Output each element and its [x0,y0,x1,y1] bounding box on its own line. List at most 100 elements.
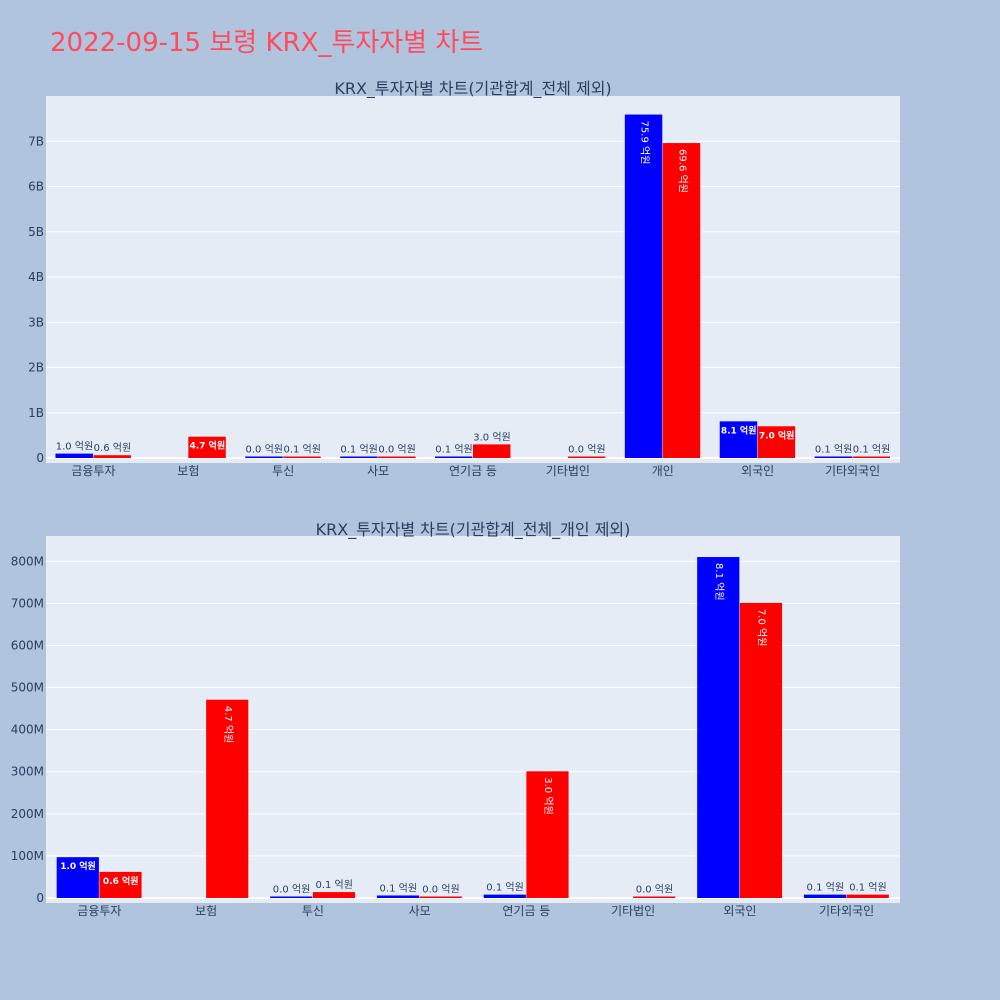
chart-1: KRX_투자자별 차트(기관합계_전체 제외) 0 1B 2B 3B 4B 5B 6B 7B 금융… [28,79,900,478]
y-tick-label: 100M [11,849,44,863]
bar [852,456,891,458]
data-label: 0.0 억원 [246,444,283,456]
data-label: 0.6 억원 [103,875,139,887]
data-label: 0.1 억원 [486,882,523,894]
data-label: 0.0 억원 [568,444,605,456]
bar [55,453,93,458]
bar [376,895,420,898]
y-tick-label: 200M [11,807,44,821]
y-tick-label: 800M [11,554,44,568]
bar [340,456,378,458]
y-tick-label: 6B [28,180,44,194]
bar [633,896,676,898]
page-title: 2022-09-15 보령 KRX_투자자별 차트 [50,28,484,58]
x-tick-label: 사모 [409,904,431,918]
y-tick-label: 0 [36,451,44,465]
data-label: 7.0 억원 [756,609,768,646]
bar [846,894,889,898]
y-tick-label: 500M [11,681,44,695]
bar [697,557,740,898]
plot-area [46,96,900,463]
data-label: 0.1 억원 [283,444,320,456]
data-label: 0.1 억원 [807,882,844,894]
y-tick-label: 1B [28,406,44,420]
y-tick-label: 4B [28,270,44,284]
data-label: 7.0 억원 [759,429,795,441]
y-tick-label: 400M [11,723,44,737]
bar [283,456,321,458]
data-label: 0.1 억원 [315,879,352,891]
bar [99,871,142,898]
chart-title: KRX_투자자별 차트(기관합계_전체 제외) [334,79,611,99]
x-tick-label: 금융투자 [77,904,121,918]
data-label: 3.0 억원 [473,431,510,443]
y-tick-label: 3B [28,315,44,329]
bar [56,857,99,898]
x-tick-label: 외국인 [741,464,774,478]
x-tick-label: 투신 [302,904,324,918]
bar [803,894,847,898]
x-tick-label: 외국인 [723,904,756,918]
bar [206,699,249,898]
bar [93,455,131,458]
data-label: 4.7 억원 [222,706,234,743]
data-label: 0.6 억원 [94,442,131,454]
data-label: 69.6 억원 [676,149,688,193]
y-tick-label: 2B [28,361,44,375]
x-tick-label: 개인 [652,464,674,478]
x-tick-label: 투신 [272,464,294,478]
data-label: 1.0 억원 [56,441,93,453]
x-tick-label: 기타법인 [546,464,590,478]
data-label: 1.0 억원 [60,860,96,872]
bar [188,436,226,458]
data-label: 3.0 억원 [542,777,554,814]
data-label: 0.1 억원 [853,444,890,456]
y-tick-label: 700M [11,596,44,610]
bar [662,143,701,458]
y-tick-label: 5B [28,225,44,239]
data-label: 8.1 억원 [713,563,725,600]
bar [567,456,606,458]
x-tick-label: 기타법인 [611,904,655,918]
y-tick-label: 0 [36,891,44,905]
x-tick-label: 연기금 등 [449,464,497,478]
data-label: 0.0 억원 [378,444,415,456]
bar [739,602,783,898]
x-tick-label: 기타외국인 [825,464,880,478]
data-label: 75.9 억원 [638,121,650,165]
bar [270,896,313,898]
chart-title: KRX_투자자별 차트(기관합계_전체_개인 제외) [316,520,631,540]
data-label: 0.0 억원 [636,884,673,896]
x-tick-label: 연기금 등 [502,904,550,918]
bar [719,421,758,458]
bar [245,456,283,458]
data-label: 0.1 억원 [380,882,417,894]
bar [624,114,663,459]
bar [473,444,511,458]
x-tick-label: 보험 [195,904,217,918]
bar [378,456,416,458]
x-tick-label: 기타외국인 [819,904,874,918]
y-tick-label: 300M [11,765,44,779]
bar [312,892,356,898]
data-label: 0.1 억원 [815,444,852,456]
chart-2: KRX_투자자별 차트(기관합계_전체_개인 제외) 0 100M 200M 300M 4… [11,520,900,918]
data-label: 0.0 억원 [273,884,310,896]
data-label: 8.1 억원 [721,424,757,436]
data-label: 0.0 억원 [422,884,459,896]
bar [814,456,853,458]
x-tick-label: 보험 [177,464,199,478]
data-label: 4.7 억원 [189,440,225,452]
x-tick-label: 금융투자 [71,464,115,478]
y-tick-label: 600M [11,638,44,652]
data-label: 0.1 억원 [340,444,377,456]
bar [483,894,526,898]
data-label: 0.1 억원 [435,444,472,456]
bar [526,771,569,898]
y-tick-label: 7B [28,134,44,148]
data-label: 0.1 억원 [849,882,886,894]
bar [419,896,462,898]
x-tick-label: 사모 [367,464,389,478]
bar [435,456,473,458]
